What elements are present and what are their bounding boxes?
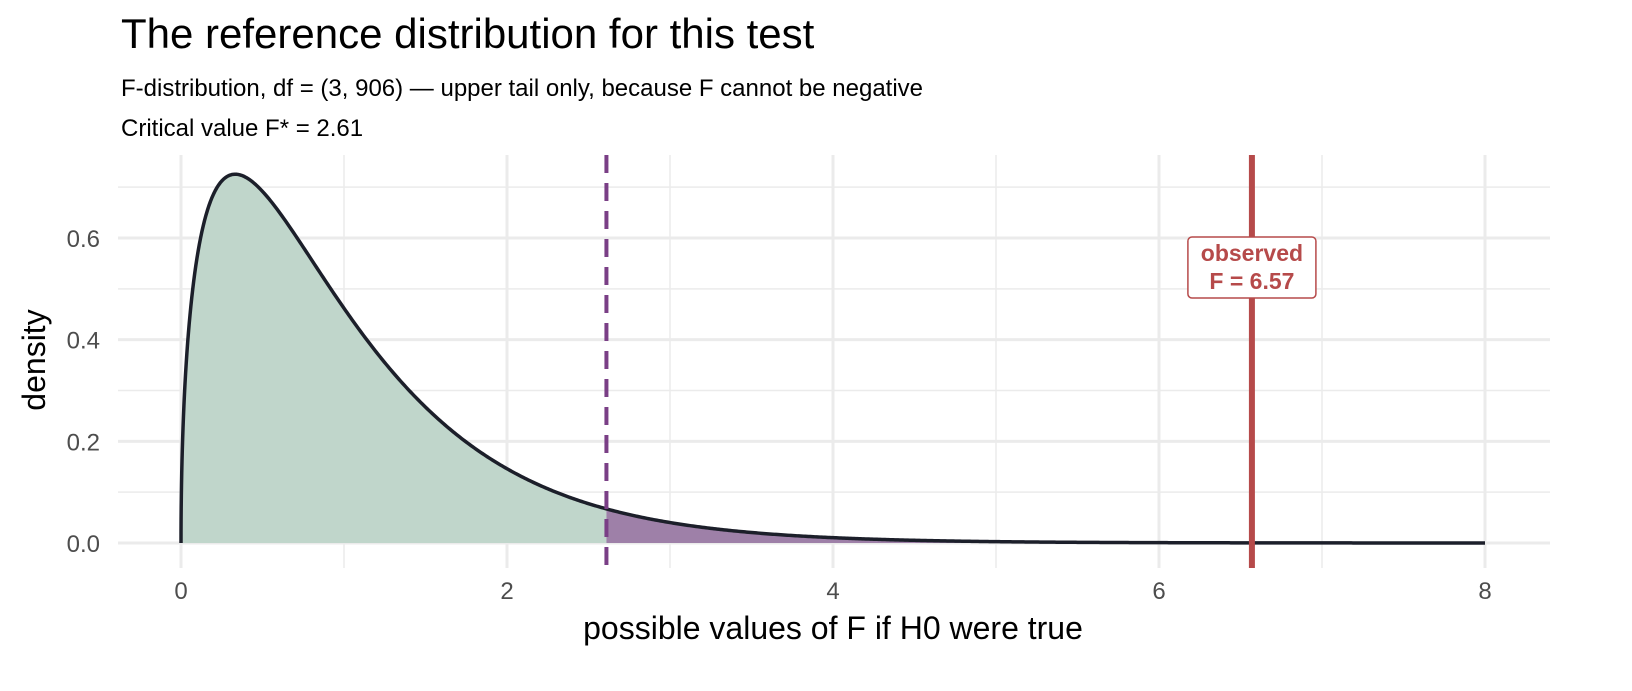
y-tick-label: 0.0	[67, 531, 100, 558]
rejection-region-area	[606, 508, 1485, 543]
chart-subtitle: F-distribution, df = (3, 906) — upper ta…	[121, 75, 924, 102]
y-axis-ticks: 0.0 0.2 0.4 0.6	[67, 226, 100, 558]
observed-annotation: observed F = 6.57	[1187, 236, 1317, 299]
x-tick-label: 6	[1152, 578, 1165, 605]
acceptance-region-area	[181, 174, 607, 543]
x-tick-label: 2	[500, 578, 513, 605]
observed-annotation-line2: F = 6.57	[1209, 268, 1294, 294]
x-axis-ticks: 0 2 4 6 8	[174, 578, 1491, 605]
chart-caption: Critical value F* = 2.61	[121, 115, 364, 142]
observed-annotation-box	[1187, 236, 1317, 299]
x-tick-label: 8	[1478, 578, 1491, 605]
chart-title: The reference distribution for this test	[121, 10, 815, 57]
y-tick-label: 0.6	[67, 226, 100, 253]
x-tick-label: 0	[174, 578, 187, 605]
observed-annotation-line1: observed	[1201, 240, 1303, 266]
y-axis-title: density	[16, 309, 52, 410]
density-curve	[179, 172, 1486, 545]
x-tick-label: 4	[826, 578, 839, 605]
y-tick-label: 0.2	[67, 429, 100, 456]
y-tick-label: 0.4	[67, 328, 100, 355]
x-axis-title: possible values of F if H0 were true	[583, 610, 1083, 646]
